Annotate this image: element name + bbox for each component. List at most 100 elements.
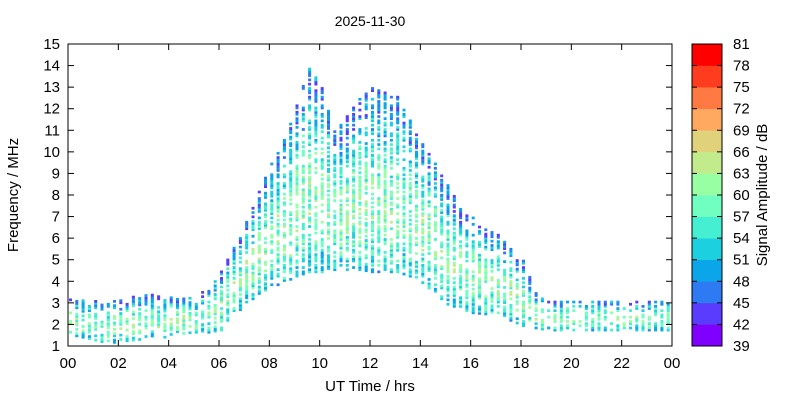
heatmap-cell: [459, 302, 463, 306]
heatmap-cell: [371, 89, 374, 92]
heatmap-cell: [276, 160, 280, 164]
heatmap-cell: [333, 173, 337, 177]
heatmap-cell: [478, 271, 481, 274]
heatmap-cell: [320, 147, 324, 151]
heatmap-cell: [150, 321, 154, 325]
heatmap-cell: [75, 323, 79, 327]
heatmap-cell: [157, 319, 161, 322]
heatmap-cell: [282, 255, 286, 259]
heatmap-cell: [440, 181, 444, 184]
heatmap-cell: [314, 248, 318, 252]
heatmap-cell: [276, 272, 280, 276]
heatmap-cell: [534, 294, 538, 297]
heatmap-cell: [352, 108, 356, 112]
heatmap-cell: [314, 240, 318, 243]
y-tick-label: 1: [52, 338, 60, 355]
heatmap-cell: [446, 285, 450, 289]
heatmap-cell: [389, 253, 393, 256]
heatmap-cell: [452, 289, 456, 293]
heatmap-cell: [371, 177, 374, 181]
heatmap-cell: [534, 298, 538, 302]
heatmap-cell: [478, 260, 481, 263]
heatmap-cell: [295, 132, 299, 136]
heatmap-cell: [471, 277, 475, 280]
heatmap-cell: [509, 275, 513, 279]
heatmap-cell: [377, 210, 381, 213]
heatmap-cell: [333, 192, 337, 196]
heatmap-cell: [245, 281, 249, 284]
heatmap-cell: [559, 313, 563, 317]
heatmap-cell: [528, 275, 532, 279]
heatmap-cell: [622, 315, 626, 319]
heatmap-cell: [289, 191, 293, 195]
heatmap-cell: [396, 236, 400, 239]
heatmap-cell: [75, 319, 79, 323]
heatmap-cell: [459, 255, 463, 259]
heatmap-cell: [81, 325, 85, 328]
heatmap-cell: [446, 195, 450, 198]
colorbar-swatch: [692, 87, 722, 110]
heatmap-cell: [226, 312, 230, 316]
heatmap-cell: [408, 162, 412, 166]
heatmap-cell: [264, 288, 267, 292]
heatmap-cell: [270, 199, 274, 202]
heatmap-cell: [245, 279, 249, 282]
heatmap-cell: [490, 304, 494, 308]
heatmap-cell: [566, 320, 569, 323]
heatmap-cell: [113, 332, 116, 335]
heatmap-cell: [201, 329, 205, 333]
heatmap-cell: [471, 255, 475, 259]
heatmap-cell: [163, 335, 167, 339]
heatmap-cell: [377, 229, 381, 233]
heatmap-cell: [433, 167, 437, 170]
heatmap-cell: [578, 305, 582, 308]
heatmap-cell: [522, 302, 525, 306]
heatmap-cell: [339, 244, 343, 248]
heatmap-cell: [333, 229, 337, 233]
heatmap-cell: [433, 277, 437, 280]
heatmap-cell: [629, 315, 632, 319]
heatmap-cell: [427, 217, 431, 221]
heatmap-cell: [119, 307, 123, 311]
heatmap-cell: [559, 309, 563, 312]
heatmap-cell: [421, 220, 425, 224]
x-tick-label: 12: [362, 355, 379, 372]
heatmap-cell: [339, 169, 343, 172]
heatmap-cell: [232, 251, 236, 254]
heatmap-cell: [421, 162, 425, 166]
heatmap-cell: [427, 176, 431, 180]
heatmap-cell: [295, 238, 299, 241]
heatmap-cell: [459, 287, 463, 291]
heatmap-cell: [131, 330, 135, 333]
heatmap-cell: [515, 317, 519, 321]
heatmap-cell: [584, 305, 588, 308]
heatmap-cell: [440, 297, 444, 301]
heatmap-cell: [452, 298, 456, 302]
heatmap-cell: [289, 183, 293, 186]
heatmap-cell: [584, 315, 588, 319]
heatmap-cell: [264, 237, 267, 240]
heatmap-cell: [295, 119, 299, 123]
heatmap-cell: [163, 301, 167, 304]
heatmap-cell: [289, 230, 293, 234]
heatmap-cell: [597, 305, 601, 308]
x-tick-label: 10: [311, 355, 328, 372]
heatmap-cell: [603, 305, 607, 308]
heatmap-cell: [308, 203, 312, 207]
heatmap-cell: [270, 270, 274, 274]
heatmap-cell: [358, 197, 362, 200]
heatmap-cell: [245, 261, 249, 265]
heatmap-cell: [459, 231, 463, 235]
heatmap-cell: [238, 301, 242, 305]
heatmap-cell: [465, 283, 469, 287]
heatmap-cell: [245, 292, 249, 295]
heatmap-cell: [257, 201, 261, 205]
heatmap-cell: [377, 220, 381, 224]
heatmap-cell: [226, 284, 230, 288]
heatmap-cell: [452, 240, 456, 243]
heatmap-cell: [377, 253, 381, 256]
heatmap-cell: [220, 294, 223, 297]
heatmap-cell: [660, 300, 664, 304]
heatmap-cell: [308, 207, 312, 211]
heatmap-cell: [131, 323, 135, 327]
